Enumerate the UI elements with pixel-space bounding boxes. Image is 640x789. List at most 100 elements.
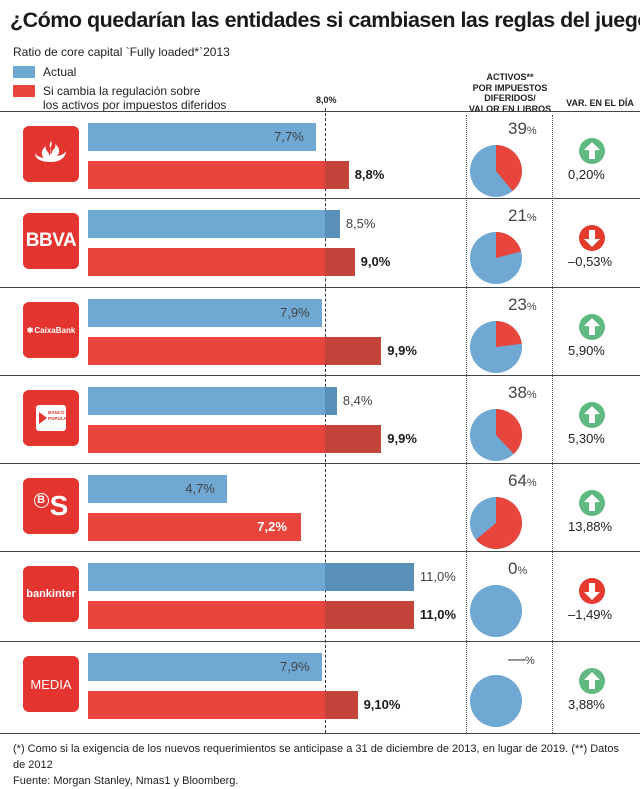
pie-slice-deferred [496,145,522,192]
assets-pct-unit: % [517,565,528,577]
sabadell-logo-s: S [49,490,69,521]
popular-logo-box: BANCO POPULAR [36,405,70,431]
pie-slice-deferred [496,321,522,347]
assets-pct-value: 0 [508,559,518,578]
column-separator-2 [552,115,553,733]
reference-line-label: 8,0% [316,95,337,105]
bar-new-Sabadell [88,513,302,541]
pie-Banco Popular [470,409,522,461]
day-change-label: –1,49% [568,607,613,622]
bar-actual-BBVA [88,210,325,238]
bar-label-new: 8,8% [354,167,385,182]
bar-label-actual: 4,7% [185,481,215,496]
up-arrow-icon [579,314,605,340]
bar-new-excess-Bankinter [325,601,414,629]
bar-actual-excess-Bankinter [325,563,414,591]
day-change-label: 5,30% [568,431,605,446]
row-separator [0,463,640,464]
pie-base [470,585,522,637]
bar-actual-Sabadell [88,475,228,503]
pie-Santander [470,145,522,197]
chart-title: ¿Cómo quedarían las entidades si cambias… [10,8,640,32]
pie-slice-deferred [496,232,522,258]
bar-label-new: 9,9% [387,343,417,358]
bar-new-excess-CaixaBank [325,337,382,365]
assets-pct-label: 64% [508,471,537,491]
caixabank-logo: ✱ CaixaBank [23,302,79,358]
bar-new-MEDIA [88,691,325,719]
column-header-var: VAR. EN EL DÍA [566,98,634,108]
popular-triangle-icon [39,412,47,424]
bar-actual-CaixaBank [88,299,323,327]
bar-actual-excess-BBVA [325,210,340,238]
bar-new-CaixaBank [88,337,325,365]
assets-pct-value: 39 [508,119,527,138]
chart-subtitle: Ratio de core capital `Fully loaded*`201… [13,45,230,59]
reference-line [325,108,326,733]
legend-swatch-actual [13,66,35,78]
row-separator [0,198,640,199]
bar-label-actual: 8,4% [342,393,373,408]
up-arrow-icon [579,138,605,164]
bar-actual-excess-Banco Popular [325,387,337,415]
legend-label-actual: Actual [43,65,77,79]
down-arrow-icon [579,225,605,251]
assets-header-line4: VALOR EN LIBROS [468,103,552,114]
up-arrow-icon [579,490,605,516]
assets-header-line1: ACTIVOS** [486,72,534,82]
pie-slice-deferred [496,409,522,454]
bar-label-actual: 11,0% [419,569,456,584]
pie-MEDIA [470,675,522,727]
bar-label-actual: 7,9% [280,305,310,320]
pie-slice-deferred [475,497,522,549]
assets-pct-value: 23 [508,295,527,314]
bar-actual-Bankinter [88,563,325,591]
bar-label-new: 7,2% [257,519,287,534]
bbva-logo: BBVA [23,213,79,269]
bar-new-BBVA [88,248,325,276]
assets-pct-label: 0% [508,559,527,579]
assets-pct-value: 64 [508,471,527,490]
day-change-label: –0,53% [568,254,613,269]
bar-new-excess-MEDIA [325,691,358,719]
assets-pct-value: 21 [508,206,527,225]
column-header-assets: ACTIVOS** POR IMPUESTOS DIFERIDOS/ VALOR… [460,72,560,114]
row-separator [0,641,640,642]
caixabank-star-icon: ✱ [26,325,34,335]
row-separator [0,551,640,552]
row-separator-bottom [0,733,640,734]
row-separator [0,375,640,376]
santander-logo [23,126,79,182]
assets-pct-value: 38 [508,383,527,402]
banco-popular-logo: BANCO POPULAR [23,390,79,446]
pie-BBVA [470,232,522,284]
day-change-label: 0,20% [568,167,605,182]
assets-pct-label: —% [508,649,535,669]
down-arrow-icon [579,578,605,604]
bar-label-actual: 7,9% [280,659,310,674]
pie-base [470,675,522,727]
legend-label-new-2: los activos por impuestos diferidos [43,98,227,112]
bar-label-actual: 7,7% [274,129,304,144]
bar-new-excess-BBVA [325,248,355,276]
assets-pct-unit: % [526,301,537,313]
assets-pct-unit: % [526,125,537,137]
day-change-label: 3,88% [568,697,605,712]
column-separator-1 [466,115,467,733]
bar-actual-MEDIA [88,653,323,681]
assets-pct-unit: % [525,655,535,667]
footnote-source: Fuente: Morgan Stanley, Nmas1 y Bloomber… [13,775,239,787]
media-label: MEDIA [23,656,79,712]
assets-pct-value: — [508,649,525,668]
legend-swatch-new [13,85,35,97]
bankinter-logo: bankinter [23,566,79,622]
pie-CaixaBank [470,321,522,373]
day-change-label: 13,88% [568,519,613,534]
row-separator [0,111,640,112]
bar-label-new: 11,0% [419,607,457,622]
up-arrow-icon [579,668,605,694]
pie-Sabadell [470,497,522,549]
santander-flame-icon [35,141,66,162]
bar-new-Santander [88,161,325,189]
